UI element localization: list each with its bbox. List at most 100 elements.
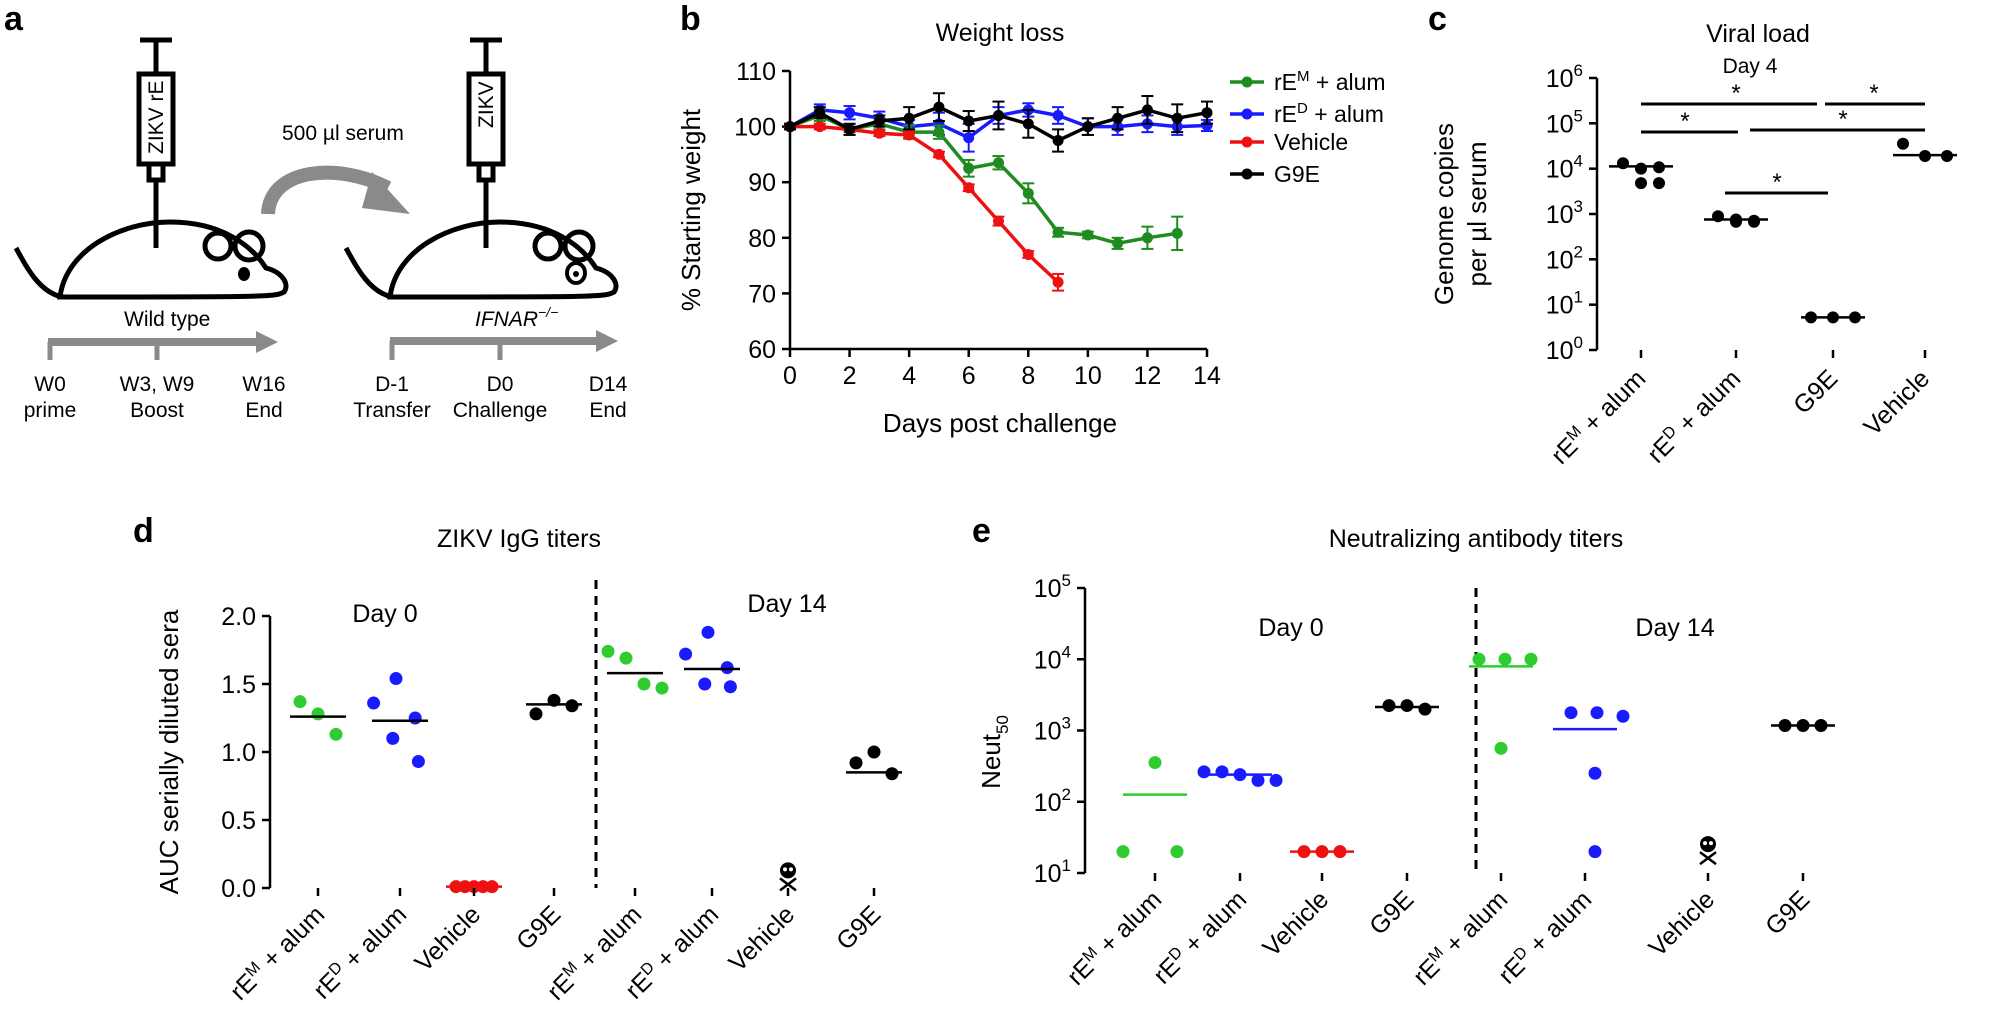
panel-a-schematic: ZIKV rE ZIKV: [13, 37, 628, 422]
data-point: [867, 745, 881, 759]
x-tick-label: Vehicle: [723, 900, 800, 977]
y-tick-label: 1.5: [221, 671, 256, 699]
significance-bar: *: [1825, 80, 1925, 107]
data-point: [963, 162, 975, 174]
x-tick-label: 6: [962, 362, 976, 390]
data-point: [873, 127, 885, 139]
data-point: [1022, 118, 1034, 130]
data-point: [1382, 699, 1396, 713]
data-point: [933, 148, 945, 160]
data-point: [1116, 845, 1130, 859]
y-tick-label: 104: [1546, 152, 1583, 184]
group-g9e-7: G9E: [831, 745, 902, 956]
data-point: [367, 696, 381, 710]
x-tick-label: rEM + alum: [1062, 885, 1167, 990]
y-tick-label: 101: [1034, 856, 1071, 888]
legend-label: rED + alum: [1274, 100, 1384, 127]
data-point: [1141, 232, 1153, 244]
tl-right-0-bottom: Transfer: [353, 399, 430, 422]
y-tick-label: 102: [1546, 242, 1583, 274]
y-tick-label: 100: [1546, 333, 1583, 365]
data-point: [963, 182, 975, 194]
syringe-right-label: ZIKV: [475, 81, 498, 128]
y-tick-label: 100: [734, 114, 776, 142]
legend-marker: [1241, 168, 1253, 180]
chart-c-subtitle: Day 4: [1723, 55, 1778, 78]
y-tick-label: 104: [1034, 642, 1071, 674]
data-point: [311, 707, 325, 721]
legend-label: Vehicle: [1274, 129, 1348, 155]
data-point: [1022, 187, 1034, 199]
serum-transfer-label: 500 µl serum: [282, 122, 404, 145]
tl-left-1-bottom: Boost: [130, 399, 184, 422]
section-label-day14: Day 14: [1635, 614, 1714, 642]
legend-entry: rED + alum: [1230, 100, 1384, 127]
data-point: [1748, 215, 1760, 228]
x-tick-label: G9E: [1364, 885, 1419, 940]
x-tick-label: Vehicle: [1257, 885, 1334, 962]
data-point: [1112, 112, 1124, 124]
tl-left-0-bottom: prime: [24, 399, 77, 422]
significance-star: *: [1731, 80, 1740, 107]
data-point: [933, 101, 945, 113]
section-label-day0: Day 0: [352, 600, 417, 628]
data-point: [873, 115, 885, 127]
panel-c-viral-load-chart: Viral load Day 4 100 101 102 103 104 105 106 Geno…: [1429, 20, 1957, 470]
data-point: [1197, 765, 1211, 779]
data-point: [1897, 137, 1909, 150]
group-vehicle: Vehicle: [1858, 137, 1957, 441]
y-tick-label: 0.5: [221, 807, 256, 835]
significance-bar: *: [1750, 106, 1925, 133]
y-axis-label: Neut50: [976, 715, 1012, 789]
data-point: [1524, 652, 1538, 666]
x-tick-label: G9E: [1788, 364, 1843, 419]
legend-entry: Vehicle: [1230, 129, 1348, 155]
y-axis-label-line1: Genome copies: [1429, 123, 1459, 305]
section-label-day0: Day 0: [1258, 614, 1323, 642]
x-tick-label: 14: [1193, 362, 1221, 390]
significance-star: *: [1869, 80, 1878, 107]
y-tick-label: 103: [1034, 714, 1071, 746]
y-axis-label-line2: per µl serum: [1462, 141, 1492, 286]
data-point: [844, 107, 856, 119]
data-point: [679, 647, 693, 661]
x-tick-label: 2: [843, 362, 857, 390]
y-tick-label: 102: [1034, 785, 1071, 817]
x-tick-label: 8: [1021, 362, 1035, 390]
data-point: [386, 731, 400, 745]
data-point: [1564, 706, 1578, 720]
x-tick-label: Vehicle: [1643, 885, 1720, 962]
x-tick-label: rEM + alum: [1546, 364, 1651, 469]
data-point: [993, 109, 1004, 121]
x-axis-label: Days post challenge: [883, 408, 1117, 438]
skull-eye: [1709, 841, 1713, 846]
data-point: [933, 126, 945, 138]
data-point: [844, 123, 856, 135]
x-tick-label: 10: [1074, 362, 1102, 390]
y-tick-label: 2.0: [221, 603, 256, 631]
y-tick-label: 90: [748, 169, 776, 197]
y-tick-label: 105: [1546, 106, 1583, 138]
data-point: [1494, 741, 1508, 755]
syringe-left-label: ZIKV rE: [145, 80, 168, 154]
data-point: [1141, 104, 1153, 116]
data-point: [885, 767, 899, 781]
x-tick-label: rED + alum: [1148, 885, 1252, 989]
x-tick-label: 4: [902, 362, 916, 390]
group-re-d: rED + alum: [1642, 210, 1768, 469]
data-point: [293, 695, 307, 709]
data-point: [529, 707, 543, 721]
group-vehicle-2: Vehicle: [1257, 845, 1354, 962]
data-point: [1112, 237, 1124, 249]
data-point: [1400, 699, 1414, 713]
y-axis-label: % Starting weight: [676, 108, 706, 311]
data-point: [1215, 765, 1229, 779]
data-point: [1052, 109, 1064, 121]
y-axis-label: AUC serially diluted sera: [154, 609, 184, 894]
group-g9e-3: G9E: [511, 693, 582, 956]
group-vehicle-2: Vehicle: [409, 880, 502, 977]
y-tick-label: 60: [748, 336, 776, 364]
legend-marker: [1241, 108, 1253, 120]
transfer-arrow-icon: [261, 165, 410, 215]
group-re-m-4: rEM + alum: [542, 644, 669, 1006]
